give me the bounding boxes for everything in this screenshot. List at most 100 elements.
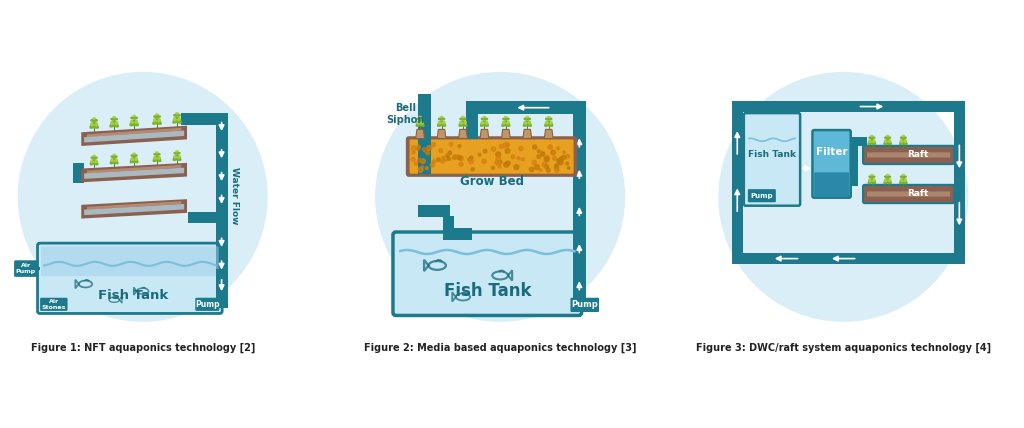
FancyBboxPatch shape (196, 298, 219, 311)
Ellipse shape (480, 124, 486, 126)
Circle shape (551, 150, 555, 155)
Ellipse shape (90, 125, 95, 128)
Ellipse shape (174, 118, 175, 119)
Circle shape (458, 156, 462, 160)
Circle shape (430, 163, 434, 167)
Ellipse shape (503, 121, 504, 122)
Ellipse shape (546, 121, 547, 122)
Ellipse shape (901, 141, 903, 143)
Ellipse shape (903, 141, 907, 144)
Ellipse shape (465, 121, 466, 122)
Ellipse shape (136, 158, 137, 159)
FancyBboxPatch shape (73, 163, 84, 183)
Ellipse shape (111, 122, 112, 123)
Ellipse shape (116, 122, 118, 123)
Ellipse shape (460, 121, 463, 124)
Circle shape (458, 145, 461, 148)
Ellipse shape (174, 157, 176, 158)
Ellipse shape (885, 141, 887, 143)
Ellipse shape (869, 140, 871, 143)
Ellipse shape (94, 161, 97, 163)
Ellipse shape (175, 120, 181, 123)
Circle shape (545, 164, 549, 169)
Ellipse shape (91, 161, 93, 163)
Ellipse shape (131, 158, 132, 159)
Circle shape (548, 145, 552, 149)
Ellipse shape (884, 142, 889, 145)
FancyBboxPatch shape (732, 101, 965, 112)
Ellipse shape (439, 123, 441, 124)
Circle shape (412, 146, 417, 151)
Ellipse shape (904, 179, 906, 181)
FancyBboxPatch shape (188, 212, 227, 223)
Circle shape (449, 151, 452, 155)
Circle shape (469, 159, 473, 163)
Ellipse shape (459, 124, 465, 126)
Ellipse shape (460, 122, 462, 123)
Ellipse shape (548, 116, 550, 118)
Ellipse shape (93, 118, 95, 119)
Polygon shape (523, 129, 531, 139)
Ellipse shape (93, 155, 95, 157)
Ellipse shape (111, 118, 118, 120)
Ellipse shape (154, 157, 156, 158)
Ellipse shape (462, 124, 467, 126)
Ellipse shape (869, 179, 871, 181)
Ellipse shape (438, 122, 440, 123)
Ellipse shape (870, 174, 873, 175)
Ellipse shape (547, 124, 553, 126)
Ellipse shape (134, 120, 137, 123)
Ellipse shape (888, 141, 890, 143)
Ellipse shape (422, 122, 423, 123)
Ellipse shape (154, 116, 160, 117)
Ellipse shape (112, 160, 114, 162)
Circle shape (567, 166, 570, 169)
Circle shape (441, 160, 444, 163)
Ellipse shape (156, 114, 159, 115)
Circle shape (562, 151, 565, 154)
Ellipse shape (173, 119, 177, 122)
Ellipse shape (135, 159, 137, 160)
Ellipse shape (464, 123, 466, 124)
Ellipse shape (154, 156, 157, 159)
Ellipse shape (524, 122, 525, 123)
Ellipse shape (505, 116, 507, 118)
Ellipse shape (176, 151, 178, 152)
Ellipse shape (130, 160, 135, 163)
Ellipse shape (465, 122, 466, 123)
Ellipse shape (901, 180, 903, 181)
Circle shape (482, 159, 486, 163)
Ellipse shape (115, 160, 117, 162)
Circle shape (555, 164, 558, 167)
Circle shape (471, 168, 474, 171)
Circle shape (500, 160, 502, 163)
Ellipse shape (869, 140, 870, 141)
Ellipse shape (417, 121, 420, 124)
Circle shape (18, 72, 267, 321)
Ellipse shape (116, 159, 118, 161)
FancyBboxPatch shape (748, 189, 776, 202)
Ellipse shape (870, 181, 876, 184)
Circle shape (446, 154, 450, 157)
Ellipse shape (868, 142, 873, 145)
Ellipse shape (174, 155, 176, 158)
Ellipse shape (484, 121, 487, 124)
Ellipse shape (91, 119, 97, 121)
Ellipse shape (134, 158, 137, 160)
Ellipse shape (91, 123, 92, 125)
Ellipse shape (873, 140, 874, 142)
Ellipse shape (179, 118, 180, 119)
Ellipse shape (904, 141, 906, 143)
Circle shape (425, 167, 428, 169)
Ellipse shape (135, 158, 137, 160)
Circle shape (519, 146, 523, 151)
Ellipse shape (111, 159, 113, 160)
Ellipse shape (159, 119, 161, 120)
Ellipse shape (92, 162, 98, 165)
Ellipse shape (460, 123, 463, 124)
Ellipse shape (481, 121, 484, 124)
Ellipse shape (459, 122, 464, 125)
Circle shape (450, 143, 453, 146)
Circle shape (505, 149, 510, 153)
Circle shape (532, 145, 537, 149)
